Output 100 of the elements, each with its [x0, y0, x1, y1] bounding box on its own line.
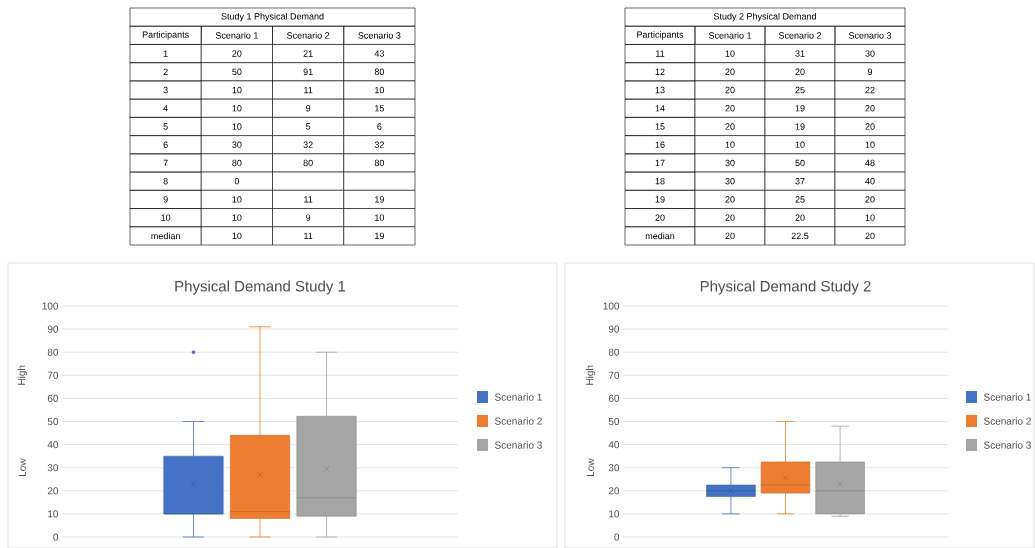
y-tick-label: 20 [47, 487, 59, 495]
data-label: 11 [304, 196, 313, 203]
y-tick-label: 15 [655, 123, 665, 130]
data-label: 37 [795, 178, 805, 185]
data-label: 5 [305, 123, 311, 130]
data-label: 10 [232, 196, 242, 203]
legend-label: Scenario 3 [983, 441, 1031, 449]
y-tick-label: 90 [608, 325, 620, 333]
y-tick-label: 10 [609, 510, 620, 518]
data-label: 20 [725, 232, 735, 240]
data-label: 20 [725, 214, 735, 221]
y-tick-label: 3 [163, 86, 168, 94]
data-label: 91 [303, 68, 313, 75]
y-axis-title: Participants [142, 31, 189, 40]
y-tick-label: 40 [608, 441, 620, 449]
data-label: 20 [232, 50, 242, 57]
text: Low [587, 458, 594, 477]
x-tick-label: Scenario 3 [358, 32, 401, 39]
data-label: 30 [232, 141, 242, 148]
data-label: 20 [865, 123, 875, 130]
y-tick-label: 30 [608, 464, 620, 472]
y-tick-label: 70 [47, 371, 59, 379]
data-label: 20 [865, 232, 875, 240]
y-tick-label: 90 [47, 325, 59, 333]
y-tick-label: median [645, 232, 675, 240]
data-label: 19 [375, 196, 384, 203]
y-tick-label: 10 [161, 214, 171, 221]
data-label: 10 [725, 50, 735, 57]
y-tick-label: 18 [655, 178, 665, 185]
data-label: 11 [304, 232, 313, 239]
data-label: 30 [725, 178, 735, 185]
y-tick-label: 50 [47, 417, 59, 426]
data-label: 43 [374, 50, 384, 57]
y-tick-label: 50 [608, 417, 620, 426]
data-label: 19 [795, 105, 805, 112]
x-tick-label: Scenario 2 [287, 32, 330, 39]
data-label: 25 [795, 86, 805, 94]
data-label: 25 [795, 196, 805, 203]
y-tick-label: 60 [47, 394, 59, 402]
y-tick-label: 100 [603, 302, 620, 310]
y-tick-label: 40 [47, 441, 59, 449]
data-label: 19 [795, 123, 805, 130]
y-tick-label: 30 [47, 464, 59, 472]
data-label: 10 [865, 214, 875, 221]
data-label: 30 [865, 50, 875, 57]
data-label: 20 [725, 105, 735, 112]
y-tick-label: 13 [655, 86, 665, 94]
data-label: 10 [375, 214, 385, 221]
y-tick-label: 5 [163, 123, 168, 130]
y-tick-label: 14 [655, 105, 665, 112]
y-tick-label: 16 [655, 141, 665, 148]
data-label: 20 [725, 196, 735, 203]
data-label: 10 [232, 86, 242, 94]
data-label: 10 [232, 214, 242, 221]
data-label: 10 [375, 86, 385, 94]
data-label: 50 [232, 68, 242, 75]
data-label: 15 [375, 105, 384, 112]
data-label: 10 [232, 105, 242, 112]
y-tick-label: 80 [47, 348, 59, 356]
data-label: 9 [306, 214, 311, 221]
x-tick-label: Scenario 1 [215, 32, 258, 39]
data-label: 9 [867, 68, 873, 75]
data-label: 11 [304, 86, 313, 94]
y-tick-label: 6 [163, 141, 168, 148]
data-label: 80 [374, 68, 385, 75]
data-label: 10 [725, 141, 735, 148]
data-label: 20 [865, 105, 875, 112]
y-tick-label: 11 [656, 50, 665, 57]
chart-title: Study 2 Physical Demand [713, 12, 816, 22]
chart-title: Physical Demand Study 2 [700, 280, 871, 295]
y-tick-label: 60 [608, 394, 620, 402]
text: Low [18, 458, 26, 477]
text: High [17, 365, 28, 385]
y-tick-label: 19 [655, 196, 665, 203]
data-label: 48 [865, 159, 875, 167]
data-label: 22 [865, 86, 875, 94]
y-tick-label: 0 [53, 533, 59, 541]
data-label: 20 [795, 214, 805, 221]
y-tick-label: 4 [163, 105, 168, 112]
y-tick-label: 100 [42, 302, 59, 310]
y-tick-label: 17 [655, 159, 665, 167]
data-label: 10 [795, 141, 805, 148]
data-label: 80 [303, 159, 313, 167]
legend-label: Scenario 2 [983, 417, 1031, 425]
chart-title: Physical Demand Study 1 [175, 280, 346, 295]
legend-label: Scenario 1 [494, 393, 542, 401]
data-label: 22.5 [791, 232, 809, 240]
data-label: 32 [303, 141, 313, 148]
y-tick-label: 9 [163, 196, 168, 203]
data-label: 20 [795, 68, 805, 75]
y-tick-label: 70 [608, 371, 620, 379]
y-tick-label: 20 [608, 487, 620, 495]
y-tick-label: 7 [163, 159, 168, 167]
legend-label: Scenario 1 [983, 393, 1031, 401]
data-label: 20 [725, 86, 735, 94]
x-tick-label: Scenario 3 [848, 32, 892, 39]
y-tick-label: 1 [163, 50, 168, 57]
y-tick-label: 20 [655, 214, 665, 221]
data-label: 31 [795, 50, 805, 57]
y-tick-label: 2 [163, 68, 168, 75]
